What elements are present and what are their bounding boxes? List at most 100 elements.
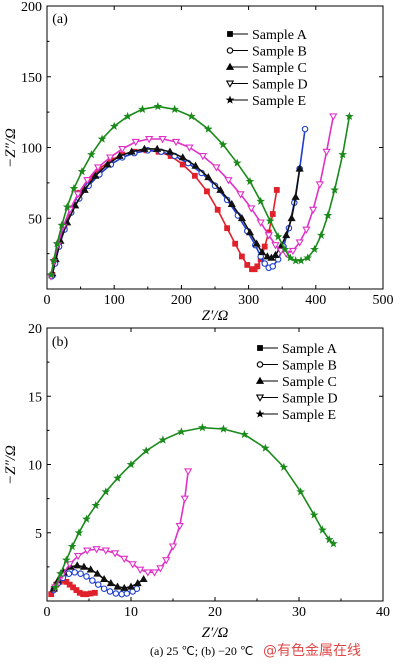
data-point: [94, 581, 102, 588]
data-point: [113, 582, 122, 590]
data-point: [187, 111, 196, 121]
data-point: [109, 121, 119, 130]
legend-label: Sample E: [282, 408, 336, 423]
data-point: [80, 185, 89, 193]
data-point: [100, 585, 108, 592]
data-point: [310, 244, 319, 254]
data-point: [322, 148, 331, 157]
data-point: [91, 171, 100, 179]
data-point: [324, 535, 334, 544]
data-point: [224, 177, 233, 185]
data-point: [216, 185, 225, 193]
data-point: [61, 555, 71, 564]
data-point: [57, 220, 67, 229]
x-tick-label: 500: [373, 293, 394, 308]
data-point: [204, 173, 213, 181]
data-point: [83, 573, 90, 580]
data-point: [144, 136, 154, 144]
data-point: [178, 153, 187, 161]
y-tick-label: 150: [21, 71, 42, 86]
series-sample-d: [47, 113, 338, 281]
data-point: [308, 206, 318, 215]
data-point: [175, 522, 184, 531]
data-point: [211, 182, 219, 189]
data-point: [140, 144, 149, 152]
data-point: [244, 262, 251, 268]
series-sample-e: [47, 101, 354, 279]
data-point: [51, 582, 60, 592]
data-point: [168, 543, 178, 551]
data-point: [133, 579, 142, 587]
data-point: [89, 577, 96, 584]
data-point: [87, 150, 96, 159]
data-point: [101, 487, 111, 496]
legend-marker: [225, 80, 235, 88]
data-point: [285, 253, 295, 262]
data-point: [296, 256, 306, 265]
x-tick-label: 300: [238, 293, 259, 308]
data-point: [302, 226, 311, 234]
data-point: [232, 158, 242, 167]
legend-marker: [257, 345, 263, 351]
data-point: [139, 574, 148, 583]
data-point: [214, 206, 221, 213]
data-point: [52, 239, 62, 248]
legend-label: Sample D: [252, 78, 308, 93]
legend-marker: [225, 95, 235, 104]
data-point: [120, 583, 129, 591]
data-point: [123, 590, 131, 597]
data-point: [279, 462, 289, 471]
data-point: [288, 247, 298, 256]
data-point: [203, 124, 213, 133]
data-point: [106, 579, 115, 587]
legend-label: Sample B: [282, 359, 337, 374]
series-line: [50, 116, 335, 277]
data-point: [56, 569, 65, 578]
data-point: [77, 570, 84, 577]
data-point: [301, 125, 309, 133]
data-point: [73, 553, 83, 561]
data-point: [240, 429, 249, 439]
data-point: [162, 557, 171, 565]
y-tick-label: 50: [28, 212, 42, 227]
data-point: [261, 260, 268, 267]
data-point: [127, 147, 136, 155]
data-point: [106, 588, 114, 595]
data-point: [238, 253, 245, 260]
data-point: [212, 164, 221, 172]
legend-label: Sample C: [282, 375, 337, 390]
data-point: [296, 487, 306, 496]
data-point: [138, 104, 147, 113]
data-point: [191, 161, 200, 169]
data-point: [180, 495, 189, 503]
x-tick-label: 100: [104, 293, 125, 308]
data-point: [171, 138, 181, 147]
data-point: [256, 196, 266, 205]
data-point: [254, 263, 261, 270]
data-point: [69, 183, 79, 193]
data-point: [158, 136, 167, 144]
source-watermark: @有色金属在线: [263, 643, 361, 659]
data-point: [82, 514, 91, 523]
legend-label: Sample D: [282, 392, 338, 407]
x-axis-title: Z′/Ω: [202, 308, 229, 324]
data-point: [67, 541, 77, 551]
y-tick-label: 10: [28, 459, 42, 474]
data-point: [330, 185, 339, 194]
data-point: [315, 181, 324, 189]
x-tick-label: 400: [305, 293, 326, 308]
y-tick-label: 200: [21, 0, 42, 15]
data-point: [256, 219, 265, 227]
data-point: [295, 164, 304, 172]
data-point: [287, 214, 296, 222]
data-point: [93, 569, 102, 577]
legend-marker: [227, 31, 233, 37]
data-point: [156, 565, 165, 573]
y-tick-label: 5: [35, 527, 42, 542]
data-point: [118, 145, 127, 154]
data-point: [291, 192, 300, 200]
data-point: [128, 561, 137, 569]
x-axis-title: Z′/Ω: [202, 625, 229, 641]
data-point: [261, 243, 268, 250]
data-point: [237, 214, 246, 222]
